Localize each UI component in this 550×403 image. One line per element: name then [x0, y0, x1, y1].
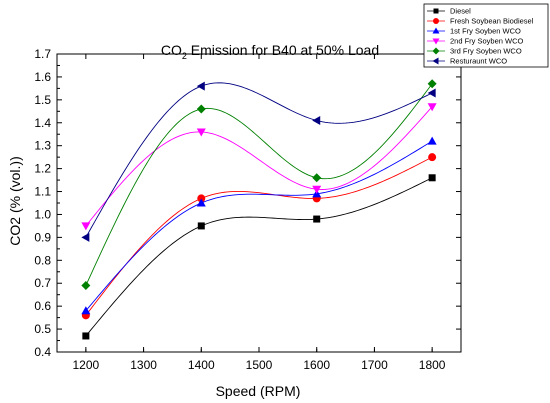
x-tick-label: 1400	[188, 358, 215, 372]
series-line	[85, 106, 433, 227]
y-tick-label: 0.7	[34, 276, 51, 290]
plot-border	[56, 53, 462, 353]
y-tick-label: 1.7	[34, 47, 51, 61]
x-tick-label: 1200	[73, 358, 100, 372]
chart-title: CO2 Emission for B40 at 50% Load	[161, 42, 379, 61]
series-markers	[81, 79, 437, 340]
data-point	[427, 136, 437, 145]
y-tick-label: 1.1	[34, 185, 51, 199]
x-tick-label: 1600	[303, 358, 330, 372]
data-point	[81, 306, 91, 315]
data-point	[196, 81, 205, 91]
series-line	[85, 82, 433, 238]
data-point	[81, 281, 91, 291]
data-point	[312, 115, 321, 125]
data-point	[432, 27, 440, 34]
data-point	[428, 174, 436, 182]
x-tick-label: 1300	[130, 358, 157, 372]
y-tick-label: 1.5	[34, 93, 51, 107]
data-point	[82, 332, 90, 340]
y-tick-label: 1.0	[34, 207, 51, 221]
y-tick-label: 0.5	[34, 322, 51, 336]
data-point	[81, 232, 90, 242]
y-tick-label: 0.4	[34, 345, 51, 359]
y-axis-title: CO2 (% (vol.))	[7, 156, 23, 245]
y-tick-label: 1.6	[34, 70, 51, 84]
legend-label: 2nd Fry Soyben WCO	[450, 37, 524, 46]
x-tick-label: 1500	[246, 358, 273, 372]
x-axis: 1200 1300 1400 1500 1600 1700 1800	[73, 54, 446, 372]
y-tick-label: 1.3	[34, 139, 51, 153]
data-point	[312, 185, 322, 194]
y-tick-label: 0.8	[34, 253, 51, 267]
data-point	[197, 194, 206, 203]
data-point	[81, 222, 91, 231]
data-point	[432, 38, 440, 45]
data-point	[197, 222, 205, 230]
y-tick-label: 0.6	[34, 299, 51, 313]
legend-label: 1st Fry Soyben WCO	[450, 27, 521, 36]
plot-frame	[56, 53, 462, 353]
y-tick-label: 0.9	[34, 230, 51, 244]
data-point	[313, 215, 321, 223]
data-point	[433, 18, 439, 24]
data-point	[196, 128, 206, 137]
legend-box	[423, 3, 549, 68]
data-point	[427, 103, 437, 112]
data-point	[312, 173, 322, 183]
x-tick-label: 1800	[419, 358, 446, 372]
series-line	[85, 83, 433, 286]
x-tick-label: 1700	[361, 358, 388, 372]
y-tick-label: 1.4	[34, 116, 51, 130]
data-point	[427, 79, 437, 89]
y-tick-label: 1.2	[34, 162, 51, 176]
data-point	[427, 88, 436, 98]
data-point	[428, 153, 437, 162]
data-point	[432, 47, 440, 55]
data-point	[433, 8, 439, 14]
legend-label: Resturaunt WCO	[450, 57, 507, 66]
data-point	[432, 57, 439, 65]
y-axis: 0.4 0.5 0.6 0.7 0.8 0.9 1.0 1.1 1.2 1.3 1.4 1.5 1.6 1…	[34, 47, 461, 359]
legend-label: Fresh Soybean Biodiesel	[450, 17, 534, 26]
series-line	[85, 156, 433, 316]
legend-label: Diesel	[450, 7, 471, 16]
data-point	[196, 198, 206, 207]
data-point	[196, 104, 206, 114]
series-curves	[85, 82, 433, 337]
x-axis-title: Speed (RPM)	[216, 383, 301, 399]
legend-label: 3rd Fry Soyben WCO	[450, 47, 522, 56]
series-line	[85, 140, 433, 312]
series-line	[85, 177, 433, 337]
